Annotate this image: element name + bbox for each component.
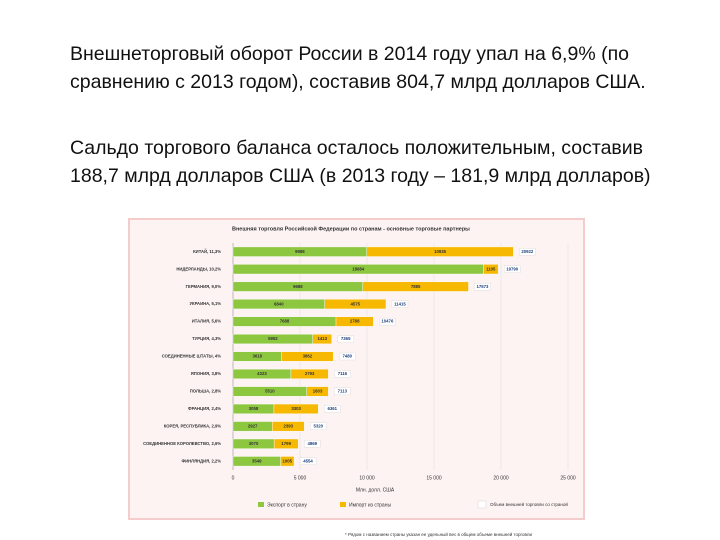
data-label: 3618 [252, 354, 262, 359]
x-tick-label: 10 000 [359, 475, 375, 481]
y-tick-label: ПОЛЬША, 2,8% [190, 389, 221, 394]
data-label: 2393 [283, 423, 293, 428]
total-label: 7113 [338, 389, 348, 394]
total-label: 7480 [342, 354, 352, 359]
legend-swatch [340, 502, 346, 507]
total-label: 11415 [394, 301, 406, 306]
y-tick-label: КИТАЙ, 11,3% [193, 249, 221, 254]
data-label: 2927 [248, 423, 258, 428]
data-label: 1005 [283, 458, 293, 463]
data-label: 9988 [295, 249, 305, 254]
legend-label: Экспорт в страну [267, 502, 307, 508]
total-box [391, 300, 409, 308]
y-tick-label: СОЕДИНЕННОЕ КОРОЛЕВСТВО, 2,6% [143, 441, 221, 446]
data-label: 7688 [280, 319, 290, 324]
total-label: 7116 [338, 371, 348, 376]
data-label: 7885 [411, 284, 421, 289]
x-tick-label: 0 [232, 475, 235, 481]
y-tick-label: ИТАЛИЯ, 5,6% [192, 319, 221, 324]
total-box [334, 370, 351, 378]
total-box [304, 440, 321, 448]
data-label: 3862 [303, 354, 313, 359]
bar-segment [335, 316, 374, 327]
bar-segment [272, 421, 305, 432]
bar-segment [483, 264, 499, 275]
data-label: 3549 [252, 458, 262, 463]
footnote: * Рядом с названием страны указан ее уде… [345, 531, 532, 537]
data-label: 1413 [317, 336, 327, 341]
total-box [337, 335, 354, 343]
total-box [324, 405, 341, 413]
data-label: 4323 [257, 371, 267, 376]
bar-segment [290, 368, 329, 379]
y-tick-label: ЯПОНИЯ, 3,8% [191, 371, 221, 376]
bar-segment [306, 386, 329, 397]
data-label: 18684 [352, 266, 365, 271]
data-label: 4575 [351, 301, 361, 306]
data-label: 1105 [486, 266, 496, 271]
data-label: 1799 [281, 441, 291, 446]
total-label: 7365 [341, 336, 351, 341]
y-tick-label: КОРЕЯ, РЕСПУБЛИКА, 2,9% [164, 423, 222, 428]
legend-label: Импорт из страны [349, 502, 391, 508]
data-label: 6840 [274, 301, 284, 306]
total-label: 4869 [307, 441, 317, 446]
bar-segment [281, 351, 334, 362]
total-box [299, 457, 317, 465]
total-label: 5320 [314, 423, 324, 428]
y-tick-label: ГЕРМАНИЯ, 9,0% [186, 284, 222, 289]
paragraph: Внешнеторговый оборот России в 2014 году… [70, 43, 646, 93]
x-tick-label: 20 000 [493, 475, 509, 481]
bar-segment [280, 456, 295, 467]
x-tick-label: 15 000 [426, 475, 442, 481]
x-axis-label: Млн. долл. США [356, 487, 395, 493]
legend-label: Объем внешней торговли со страной [490, 501, 568, 507]
chart-title: Внешняя торговля Российской Федерации по… [232, 225, 470, 232]
total-label: 6361 [327, 406, 337, 411]
bar-segment [273, 403, 319, 414]
x-tick-label: 25 000 [560, 475, 576, 481]
paragraph: Сальдо торгового баланса осталось положи… [70, 137, 651, 187]
data-label: 2788 [350, 319, 360, 324]
legend-swatch [477, 500, 487, 509]
data-label: 5510 [265, 389, 275, 394]
total-box [339, 352, 356, 361]
total-label: 17573 [477, 284, 490, 289]
bar-segment [324, 299, 387, 310]
total-box [379, 317, 396, 326]
total-label: 4554 [303, 458, 313, 463]
data-label: 2793 [305, 371, 315, 376]
total-box [519, 248, 536, 256]
total-box [474, 283, 491, 291]
data-label: 10935 [434, 249, 447, 254]
x-tick-label: 5 000 [294, 475, 307, 481]
data-label: 3058 [249, 406, 259, 411]
total-box [334, 387, 351, 396]
total-box [504, 265, 521, 273]
bar-segment [273, 438, 299, 449]
bar-segment [366, 246, 514, 257]
bar-segment [312, 334, 332, 345]
bar-segment [362, 281, 469, 292]
total-label: 10476 [381, 319, 394, 324]
y-tick-label: ФРАНЦИЯ, 2,4% [188, 406, 221, 411]
total-label: 19790 [506, 266, 519, 271]
data-label: 5952 [268, 336, 278, 341]
y-tick-label: ТУРЦИЯ, 4,3% [192, 336, 221, 341]
total-box [310, 422, 327, 430]
total-label: 20922 [521, 249, 534, 254]
data-label: 3070 [249, 441, 259, 446]
y-tick-label: УКРАИНА, 5,1% [189, 301, 221, 306]
legend-swatch [258, 502, 264, 507]
y-tick-label: НИДЕРЛАНДЫ, 10,2% [176, 266, 221, 271]
y-tick-label: СОЕДИНЕННЫЕ ШТАТЫ, 4% [162, 354, 222, 359]
data-label: 3303 [291, 406, 301, 411]
data-label: 1603 [313, 389, 323, 394]
y-tick-label: ФИНЛЯНДИЯ, 2,2% [182, 458, 222, 463]
data-label: 9688 [293, 284, 303, 289]
